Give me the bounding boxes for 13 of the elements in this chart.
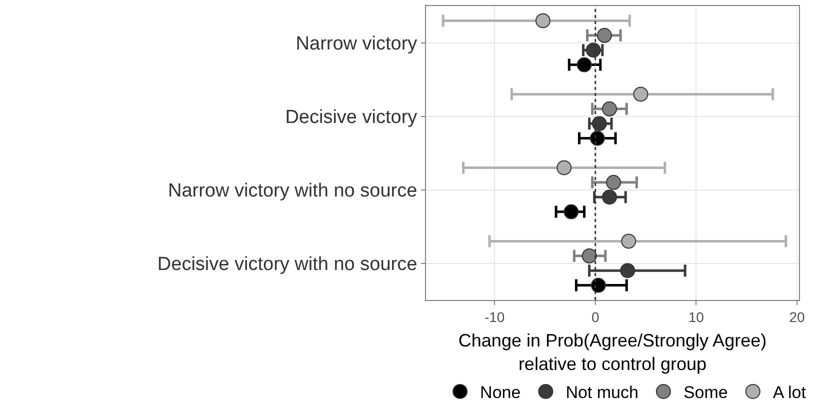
legend-label: Some (683, 383, 728, 402)
x-tick-label: 10 (688, 308, 704, 325)
legend-label: Not much (566, 383, 638, 402)
x-axis-title: Change in Prob(Agree/Strongly Agree) relative to control group (458, 330, 767, 374)
legend-label: None (480, 383, 521, 402)
y-tick-label: Decisive victory with no source (157, 254, 418, 275)
y-tick-label: Narrow victory (296, 33, 418, 54)
x-tick-label: -10 (484, 308, 505, 325)
x-tick-label: 20 (789, 308, 805, 325)
legend-label: A lot (772, 383, 806, 402)
y-tick-label: Narrow victory with no source (168, 180, 418, 202)
y-tick-label: Decisive victory (285, 106, 418, 128)
x-tick-label: 0 (591, 308, 600, 325)
